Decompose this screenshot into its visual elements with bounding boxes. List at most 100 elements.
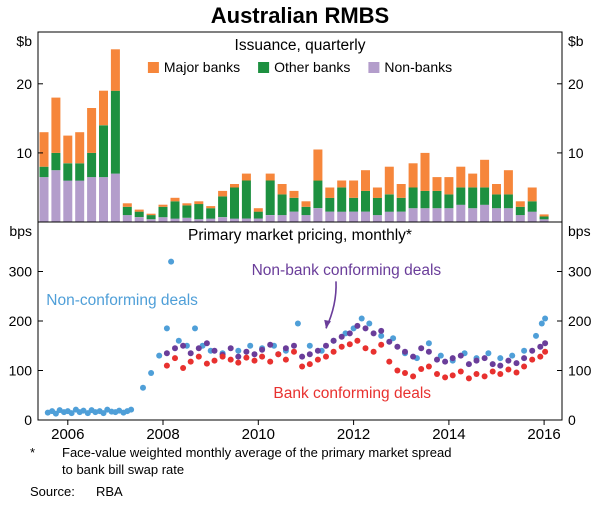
scatter-point-nonconf (175, 337, 182, 344)
bar-segment-other (265, 180, 275, 215)
scatter-point-nonconf (538, 320, 545, 327)
scatter-point-bankconf (243, 354, 250, 361)
bar-segment-major (230, 184, 239, 188)
bar-segment-nonbank (432, 208, 442, 222)
scatter-point-nonbankconf (180, 342, 187, 349)
scatter-point-bankconf (378, 341, 385, 348)
scatter-point-nonconf (140, 384, 146, 391)
legend-swatch (147, 62, 159, 73)
bar-segment-nonbank (468, 208, 478, 222)
bar-segment-nonbank (110, 173, 120, 222)
bar-segment-nonbank (99, 177, 108, 222)
bar-segment-major (206, 206, 216, 209)
bar-segment-major (63, 135, 73, 164)
bar-segment-major (492, 184, 501, 195)
bar-segment-major (372, 187, 382, 198)
scatter-point-bankconf (259, 353, 266, 360)
scatter-point-bankconf (481, 373, 488, 380)
bar-segment-nonbank (277, 215, 287, 222)
bar-segment-nonbank (51, 170, 61, 222)
bar-segment-other (230, 187, 239, 219)
scatter-point-bankconf (497, 371, 504, 377)
scatter-point-nonconf (294, 320, 301, 327)
scatter-point-nonbankconf (187, 350, 194, 357)
scatter-point-nonbankconf (402, 348, 408, 355)
bar-segment-major (253, 208, 263, 212)
bar-segment-nonbank (170, 218, 180, 222)
bar-segment-nonbank (456, 204, 466, 222)
bar-segment-nonbank (384, 211, 394, 222)
bar-segment-other (289, 197, 299, 212)
scatter-point-nonconf (163, 325, 170, 332)
scatter-point-nonbankconf (330, 337, 337, 344)
scatter-point-bankconf (410, 373, 417, 380)
bar-segment-other (206, 208, 216, 219)
annotation-bankconf: Bank conforming deals (273, 385, 431, 402)
scatter-point-bankconf (354, 337, 361, 344)
bar-segment-nonbank (349, 211, 359, 222)
scatter-point-bankconf (442, 374, 449, 381)
y-tick-label: 300 (9, 264, 33, 280)
y-unit-top-right: $b (568, 33, 584, 49)
bar-segment-major (241, 173, 251, 181)
bar-segment-other (539, 216, 549, 220)
scatter-point-bankconf (505, 366, 512, 373)
scatter-point-nonbankconf (235, 353, 242, 360)
scatter-point-bankconf (314, 356, 321, 363)
bar-segment-other (99, 125, 108, 178)
scatter-point-nonbankconf (362, 325, 369, 332)
scatter-point-nonbankconf (163, 350, 170, 357)
scatter-point-bankconf (402, 370, 408, 376)
scatter-point-nonbankconf (251, 351, 258, 358)
bar-segment-major (277, 184, 287, 195)
scatter-point-nonconf (358, 315, 365, 322)
y-unit-top-left: $b (16, 33, 32, 49)
y-tick-label: 0 (24, 412, 32, 428)
bar-segment-other (396, 197, 406, 212)
scatter-point-nonbankconf (267, 341, 274, 348)
scatter-point-nonbankconf (529, 347, 536, 354)
scatter-point-nonbankconf (370, 330, 377, 337)
source-value: RBA (96, 484, 123, 499)
scatter-point-bankconf (251, 357, 258, 364)
bar-segment-other (384, 194, 394, 212)
bar-segment-other (313, 180, 323, 209)
scatter-point-nonbankconf (489, 361, 496, 368)
legend-item-other: Other banks (258, 59, 350, 75)
bar-segment-nonbank (420, 208, 430, 222)
y-tick-label: 20 (16, 76, 32, 92)
scatter-point-bankconf (394, 367, 401, 374)
bar-segment-other (170, 201, 180, 219)
scatter-point-bankconf (457, 368, 464, 375)
annotation-arrowhead (324, 319, 331, 329)
scatter-point-bankconf (235, 359, 242, 366)
bar-segment-major (396, 184, 406, 198)
bar-segment-nonbank (337, 211, 347, 222)
scatter-point-bankconf (275, 351, 282, 358)
scatter-point-nonbankconf (346, 330, 353, 337)
bar-segment-major (337, 180, 347, 188)
y-unit-bottom-left: bps (9, 223, 32, 239)
bar-segment-other (253, 211, 263, 219)
scatter-point-nonbankconf (195, 345, 202, 352)
bar-segment-other (39, 166, 49, 178)
footnote-line-2: to bank bill swap rate (62, 462, 184, 477)
legend-label: Other banks (274, 59, 350, 75)
scatter-point-bankconf (330, 348, 337, 355)
bar-segment-other (503, 194, 513, 209)
y-tick-label: 200 (568, 313, 592, 329)
scatter-point-nonconf (168, 258, 175, 265)
bar-segment-major (39, 132, 49, 167)
scatter-point-bankconf (489, 368, 496, 375)
bar-segment-major (265, 173, 275, 181)
bar-segment-nonbank (75, 180, 85, 222)
bar-segment-other (87, 152, 97, 178)
y-unit-bottom-right: bps (568, 223, 591, 239)
bar-segment-other (146, 215, 156, 220)
scatter-point-bankconf (291, 348, 297, 355)
y-tick-label: 10 (16, 145, 32, 161)
scatter-point-nonbankconf (314, 347, 321, 354)
scatter-point-nonconf (378, 332, 385, 339)
